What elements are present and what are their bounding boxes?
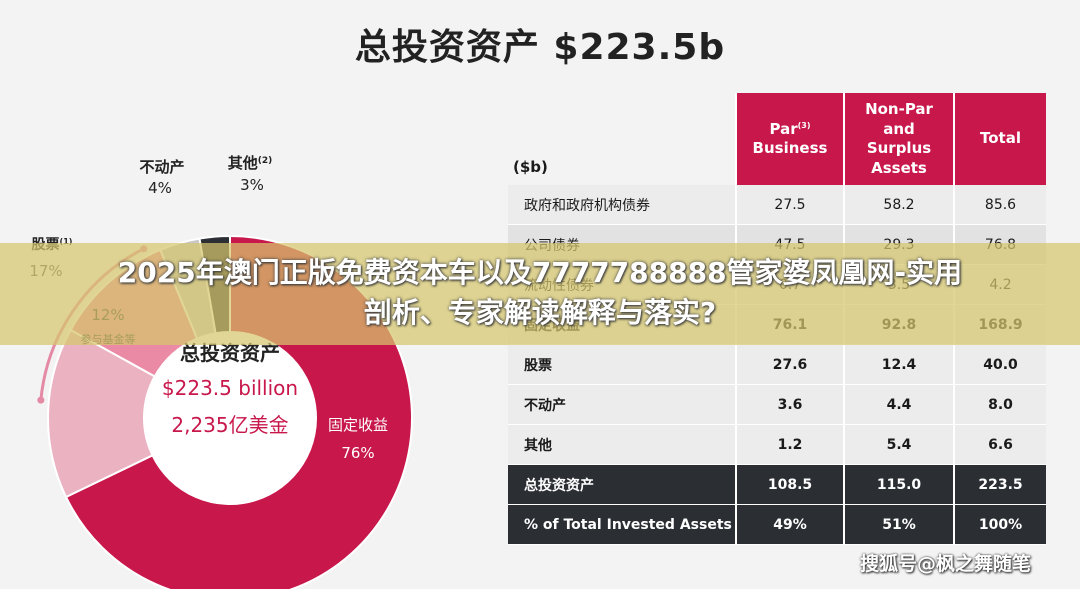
- slice-label-other: 其他(2): [228, 154, 273, 172]
- cell-nonpar: 4.4: [843, 384, 954, 425]
- header-nonpar-line2: and Surplus: [866, 119, 932, 158]
- slice-label-fixed-income: 固定收益: [328, 416, 388, 434]
- overlay-banner: [0, 243, 1080, 345]
- table-header-nonpar: Non-Par and Surplus Assets: [843, 93, 954, 185]
- cell-nonpar: 115.0: [843, 464, 954, 505]
- cell-total: 85.6: [953, 185, 1046, 225]
- banner-line-1: 2025年澳门正版免费资本车以及7777788888管家婆凤凰网-实用: [117, 256, 963, 289]
- cell-par: 3.6: [735, 384, 844, 425]
- watermark: 搜狐号@枫之舞随笔: [860, 553, 1032, 575]
- row-label: 政府和政府机构债券: [508, 185, 736, 225]
- slice-value-fixed-income: 76%: [341, 444, 374, 462]
- cell-par: 108.5: [735, 464, 844, 505]
- cell-par: 49%: [735, 504, 844, 545]
- table-row: 不动产 3.6 4.4 8.0: [508, 384, 1046, 425]
- row-label: 不动产: [508, 384, 736, 425]
- cell-par: 1.2: [735, 424, 844, 465]
- row-label: % of Total Invested Assets: [508, 504, 736, 545]
- donut-center: [145, 333, 315, 503]
- row-label: 总投资资产: [508, 464, 736, 505]
- cell-total: 6.6: [953, 424, 1046, 465]
- cell-total: 8.0: [953, 384, 1046, 425]
- table-row: 其他 1.2 5.4 6.6: [508, 424, 1046, 465]
- slice-value-realestate: 4%: [148, 179, 172, 197]
- overlay-banner-text: 2025年澳门正版免费资本车以及7777788888管家婆凤凰网-实用 剖析、专…: [10, 253, 1070, 333]
- cell-total: 100%: [953, 504, 1046, 545]
- table-header-total: Total: [953, 93, 1046, 185]
- center-title: 总投资资产: [180, 341, 280, 365]
- table-unit-label: ($b): [513, 158, 548, 176]
- guide-arc-dot: [37, 396, 45, 404]
- cell-total: 223.5: [953, 464, 1046, 505]
- page-title: 总投资资产 $223.5b: [354, 27, 726, 68]
- header-nonpar-label: Non-Par: [865, 100, 933, 118]
- row-label: 股票: [508, 344, 736, 385]
- center-value-cny: 2,235亿美金: [171, 413, 288, 437]
- table-row: 股票 27.6 12.4 40.0: [508, 344, 1046, 385]
- banner-line-2: 剖析、专家解读解释与落实?: [363, 296, 717, 329]
- table-row: % of Total Invested Assets 49% 51% 100%: [508, 504, 1046, 545]
- cell-total: 40.0: [953, 344, 1046, 385]
- cell-par: 27.6: [735, 344, 844, 385]
- row-label: 其他: [508, 424, 736, 465]
- header-par-footnote: (3): [797, 120, 811, 130]
- table-row: 政府和政府机构债券 27.5 58.2 85.6: [508, 185, 1046, 225]
- header-total-label: Total: [980, 129, 1021, 148]
- table-row: 总投资资产 108.5 115.0 223.5: [508, 464, 1046, 505]
- table-header-row: Par(3) Business Non-Par and Surplus Asse…: [508, 93, 1046, 185]
- cell-par: 27.5: [735, 185, 844, 225]
- cell-nonpar: 51%: [843, 504, 954, 545]
- cell-nonpar: 58.2: [843, 185, 954, 225]
- cell-nonpar: 12.4: [843, 344, 954, 385]
- center-value-usd: $223.5 billion: [162, 376, 298, 400]
- table-header-blank: [508, 93, 736, 185]
- slice-value-other: 3%: [240, 176, 264, 194]
- header-nonpar-line3: Assets: [871, 158, 927, 177]
- header-par-label: Par: [769, 119, 798, 138]
- header-par-line2: Business: [752, 139, 828, 157]
- slice-label-realestate: 不动产: [139, 158, 184, 176]
- table-header-par: Par(3) Business: [735, 93, 844, 185]
- cell-nonpar: 5.4: [843, 424, 954, 465]
